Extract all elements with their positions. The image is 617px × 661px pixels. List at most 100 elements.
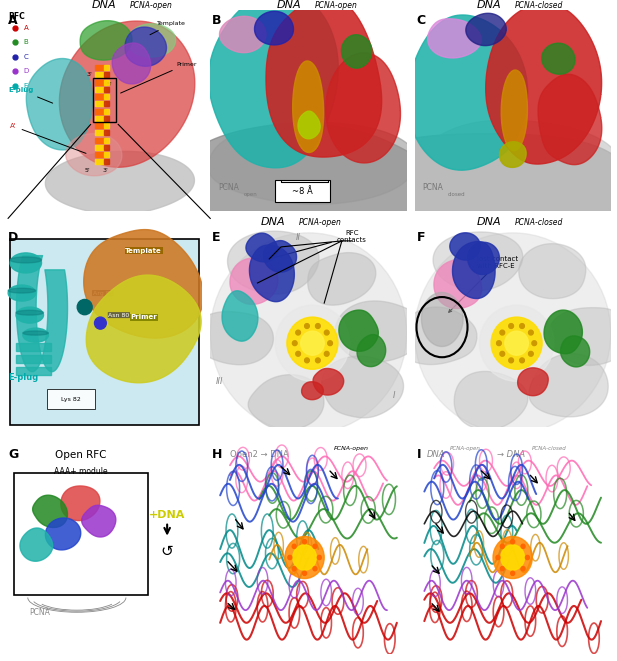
Bar <box>104 137 109 143</box>
Text: DNA: DNA <box>92 0 117 10</box>
Polygon shape <box>246 233 278 262</box>
Text: E: E <box>24 83 28 89</box>
Polygon shape <box>33 495 67 527</box>
Text: PCNA-open: PCNA-open <box>299 218 342 227</box>
Text: G: G <box>8 448 19 461</box>
Text: PCNA: PCNA <box>423 184 443 192</box>
Polygon shape <box>434 259 482 309</box>
Text: DNA: DNA <box>477 217 502 227</box>
Polygon shape <box>127 24 176 57</box>
Text: PCNA: PCNA <box>30 607 51 617</box>
Circle shape <box>520 358 524 363</box>
Circle shape <box>500 544 504 549</box>
FancyBboxPatch shape <box>10 239 199 426</box>
Circle shape <box>491 317 542 369</box>
Text: D: D <box>24 68 29 74</box>
Circle shape <box>497 341 501 346</box>
Bar <box>96 159 106 165</box>
Text: E: E <box>212 231 221 244</box>
Circle shape <box>415 233 611 434</box>
Polygon shape <box>501 70 528 151</box>
Text: B: B <box>24 40 28 46</box>
Text: DNA: DNA <box>276 0 301 10</box>
Text: C: C <box>24 54 28 60</box>
Polygon shape <box>542 43 575 74</box>
Circle shape <box>296 352 300 356</box>
Text: Arg 81: Arg 81 <box>93 291 113 295</box>
Circle shape <box>493 537 532 578</box>
Circle shape <box>526 555 529 560</box>
Polygon shape <box>466 13 507 46</box>
Circle shape <box>302 571 307 576</box>
Circle shape <box>509 358 513 363</box>
Polygon shape <box>230 258 278 304</box>
Circle shape <box>292 341 297 346</box>
Text: E-plug: E-plug <box>8 373 38 382</box>
Polygon shape <box>339 310 378 351</box>
Circle shape <box>77 299 92 315</box>
Polygon shape <box>84 229 204 338</box>
Circle shape <box>511 539 515 544</box>
Bar <box>16 355 51 364</box>
Text: PCNA-closed: PCNA-closed <box>515 1 563 10</box>
Polygon shape <box>112 43 151 84</box>
Polygon shape <box>27 59 93 150</box>
Polygon shape <box>356 134 617 229</box>
Ellipse shape <box>10 257 41 263</box>
Polygon shape <box>326 53 400 163</box>
Text: A: A <box>8 14 18 27</box>
Circle shape <box>511 571 515 576</box>
Polygon shape <box>263 241 297 272</box>
Circle shape <box>496 555 500 560</box>
Polygon shape <box>321 356 404 418</box>
Circle shape <box>317 555 321 560</box>
Circle shape <box>500 330 505 335</box>
Text: Primer: Primer <box>130 314 157 320</box>
FancyBboxPatch shape <box>14 473 147 596</box>
Bar <box>96 116 106 121</box>
Bar <box>96 79 106 85</box>
Polygon shape <box>538 74 602 165</box>
Text: PCNA-open: PCNA-open <box>315 1 357 10</box>
Polygon shape <box>302 382 323 400</box>
Bar <box>104 159 109 165</box>
Bar <box>104 101 109 106</box>
Circle shape <box>305 324 309 329</box>
Ellipse shape <box>23 331 48 335</box>
Ellipse shape <box>16 310 43 315</box>
Circle shape <box>288 555 292 560</box>
Polygon shape <box>222 291 258 341</box>
Text: Template: Template <box>150 21 186 35</box>
Circle shape <box>325 330 329 335</box>
Bar <box>104 116 109 121</box>
Polygon shape <box>80 20 132 60</box>
Text: Lys 82: Lys 82 <box>61 397 81 402</box>
Polygon shape <box>518 368 549 396</box>
Polygon shape <box>208 122 417 204</box>
Text: DNA: DNA <box>477 0 502 10</box>
Text: lost contact
with RFC-E: lost contact with RFC-E <box>449 256 518 312</box>
Circle shape <box>325 352 329 356</box>
Text: closed: closed <box>448 192 465 198</box>
Text: D: D <box>8 231 19 244</box>
Polygon shape <box>450 233 480 260</box>
Text: RFC
contacts: RFC contacts <box>272 231 366 258</box>
Text: Asn 80: Asn 80 <box>108 313 130 317</box>
Bar <box>96 152 106 157</box>
Polygon shape <box>193 311 273 365</box>
Polygon shape <box>298 111 320 139</box>
Polygon shape <box>308 253 376 305</box>
Text: B: B <box>212 14 222 27</box>
Bar <box>96 94 106 99</box>
Circle shape <box>500 566 504 571</box>
Text: ~8 Å: ~8 Å <box>292 187 313 196</box>
Bar <box>104 108 109 114</box>
Polygon shape <box>220 17 266 53</box>
Text: Primer: Primer <box>120 61 197 93</box>
Circle shape <box>296 330 300 335</box>
Circle shape <box>289 319 336 368</box>
Circle shape <box>313 544 317 549</box>
Polygon shape <box>66 134 122 176</box>
Text: AAA+ module: AAA+ module <box>54 467 107 476</box>
Circle shape <box>315 358 320 363</box>
